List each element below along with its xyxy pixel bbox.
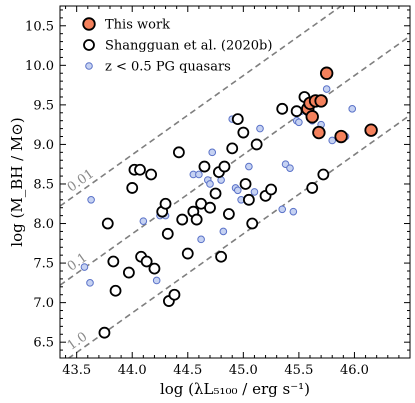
y-tick-label: 10.0: [25, 59, 54, 74]
data-point: [222, 208, 235, 220]
data-point: [195, 170, 203, 179]
data-point: [256, 124, 264, 133]
x-tick-label: 45.5: [284, 363, 313, 378]
data-point: [148, 262, 161, 275]
ratio-lines: [60, 6, 410, 358]
data-point: [265, 183, 278, 196]
data-point: [219, 227, 228, 236]
data-point: [208, 148, 217, 157]
data-point: [172, 146, 185, 159]
data-point: [289, 207, 298, 216]
data-point: [305, 110, 319, 124]
data-point: [312, 125, 326, 140]
data-point: [364, 123, 378, 137]
data-point: [168, 288, 181, 301]
data-point: [319, 66, 334, 80]
data-point: [109, 284, 122, 297]
data-point: [328, 136, 337, 145]
data-point: [145, 168, 158, 181]
y-tick-label: 7.5: [33, 257, 54, 272]
data-point: [306, 182, 319, 194]
data-point: [226, 142, 239, 155]
data-point: [87, 195, 95, 204]
data-point: [159, 197, 172, 210]
data-point: [250, 188, 259, 196]
data-point: [140, 255, 153, 268]
x-tick-label: 45.0: [229, 363, 258, 378]
data-point: [190, 213, 203, 226]
x-tick-label: 44.5: [173, 363, 202, 378]
data-point: [126, 182, 139, 194]
data-point: [107, 255, 120, 268]
data-point: [231, 113, 244, 126]
plot-frame: [59, 5, 411, 359]
data-point: [134, 163, 146, 176]
data-point: [139, 217, 148, 225]
x-tick-label: 46.0: [340, 363, 369, 378]
ratio-line: [67, 114, 410, 358]
data-point: [181, 247, 194, 260]
data-point: [239, 178, 252, 190]
data-point: [276, 102, 289, 115]
data-point: [122, 266, 135, 279]
y-tick-label: 8.0: [33, 217, 54, 232]
y-tick-label: 6.5: [33, 336, 54, 351]
y-tick-label: 8.5: [33, 177, 54, 192]
legend-marker: [82, 17, 96, 31]
y-axis-ticks: 6.5 7.0 7.5 8.0 8.5 9.0 9.5 10.0 10.5: [25, 9, 410, 359]
ratio-line: [60, 6, 343, 207]
data-point: [209, 187, 222, 200]
data-point: [80, 263, 89, 271]
ratio-line: [60, 35, 410, 286]
data-point: [314, 94, 328, 108]
data-point: [197, 235, 205, 244]
legend-label: z < 0.5 PG quasars: [105, 60, 231, 75]
data-point: [295, 118, 303, 127]
data-point: [218, 160, 231, 173]
data-point: [204, 201, 216, 214]
ratio-line-label: 0.1: [65, 250, 91, 274]
legend-label: This work: [105, 18, 170, 33]
ratio-labels: 0.010.11.0: [65, 166, 97, 353]
data-point: [86, 279, 94, 287]
x-tick-label: 44.0: [118, 363, 147, 378]
data-point: [237, 126, 250, 139]
data-point: [98, 326, 111, 339]
data-point: [101, 217, 114, 230]
data-point: [161, 227, 174, 240]
data-point: [206, 180, 214, 188]
y-axis-label: log (M_BH / M⊙): [8, 117, 26, 246]
data-point: [215, 250, 228, 263]
data-point: [317, 168, 330, 181]
data-point: [242, 193, 255, 206]
x-axis-ticks: 43.5 44.0 44.5 45.0 45.5 46.0: [62, 6, 411, 378]
data-point: [176, 213, 189, 226]
data-point: [152, 276, 161, 285]
data-point: [348, 105, 357, 113]
y-tick-label: 10.5: [25, 19, 54, 34]
data-point: [334, 129, 348, 144]
data-point: [322, 85, 331, 93]
data-points: [80, 66, 378, 339]
data-point: [286, 164, 294, 172]
ratio-line-label: 1.0: [65, 329, 91, 353]
data-point: [250, 138, 263, 151]
data-point: [198, 160, 211, 173]
legend: This work Shangguan et al. (2020b) z < 0.5…: [82, 17, 272, 75]
legend-label: Shangguan et al. (2020b): [105, 39, 272, 54]
data-point: [290, 105, 303, 118]
data-point: [245, 162, 253, 171]
y-tick-label: 9.5: [33, 98, 54, 113]
legend-marker: [85, 62, 93, 70]
legend-marker: [83, 39, 95, 51]
x-axis-label: log (λL₅₁₀₀ / erg s⁻¹): [160, 380, 310, 398]
data-point: [278, 205, 287, 214]
y-tick-label: 7.0: [33, 296, 54, 311]
data-point: [233, 186, 242, 195]
data-point: [246, 217, 259, 230]
y-tick-label: 9.0: [33, 138, 54, 153]
x-tick-label: 43.5: [62, 363, 91, 378]
